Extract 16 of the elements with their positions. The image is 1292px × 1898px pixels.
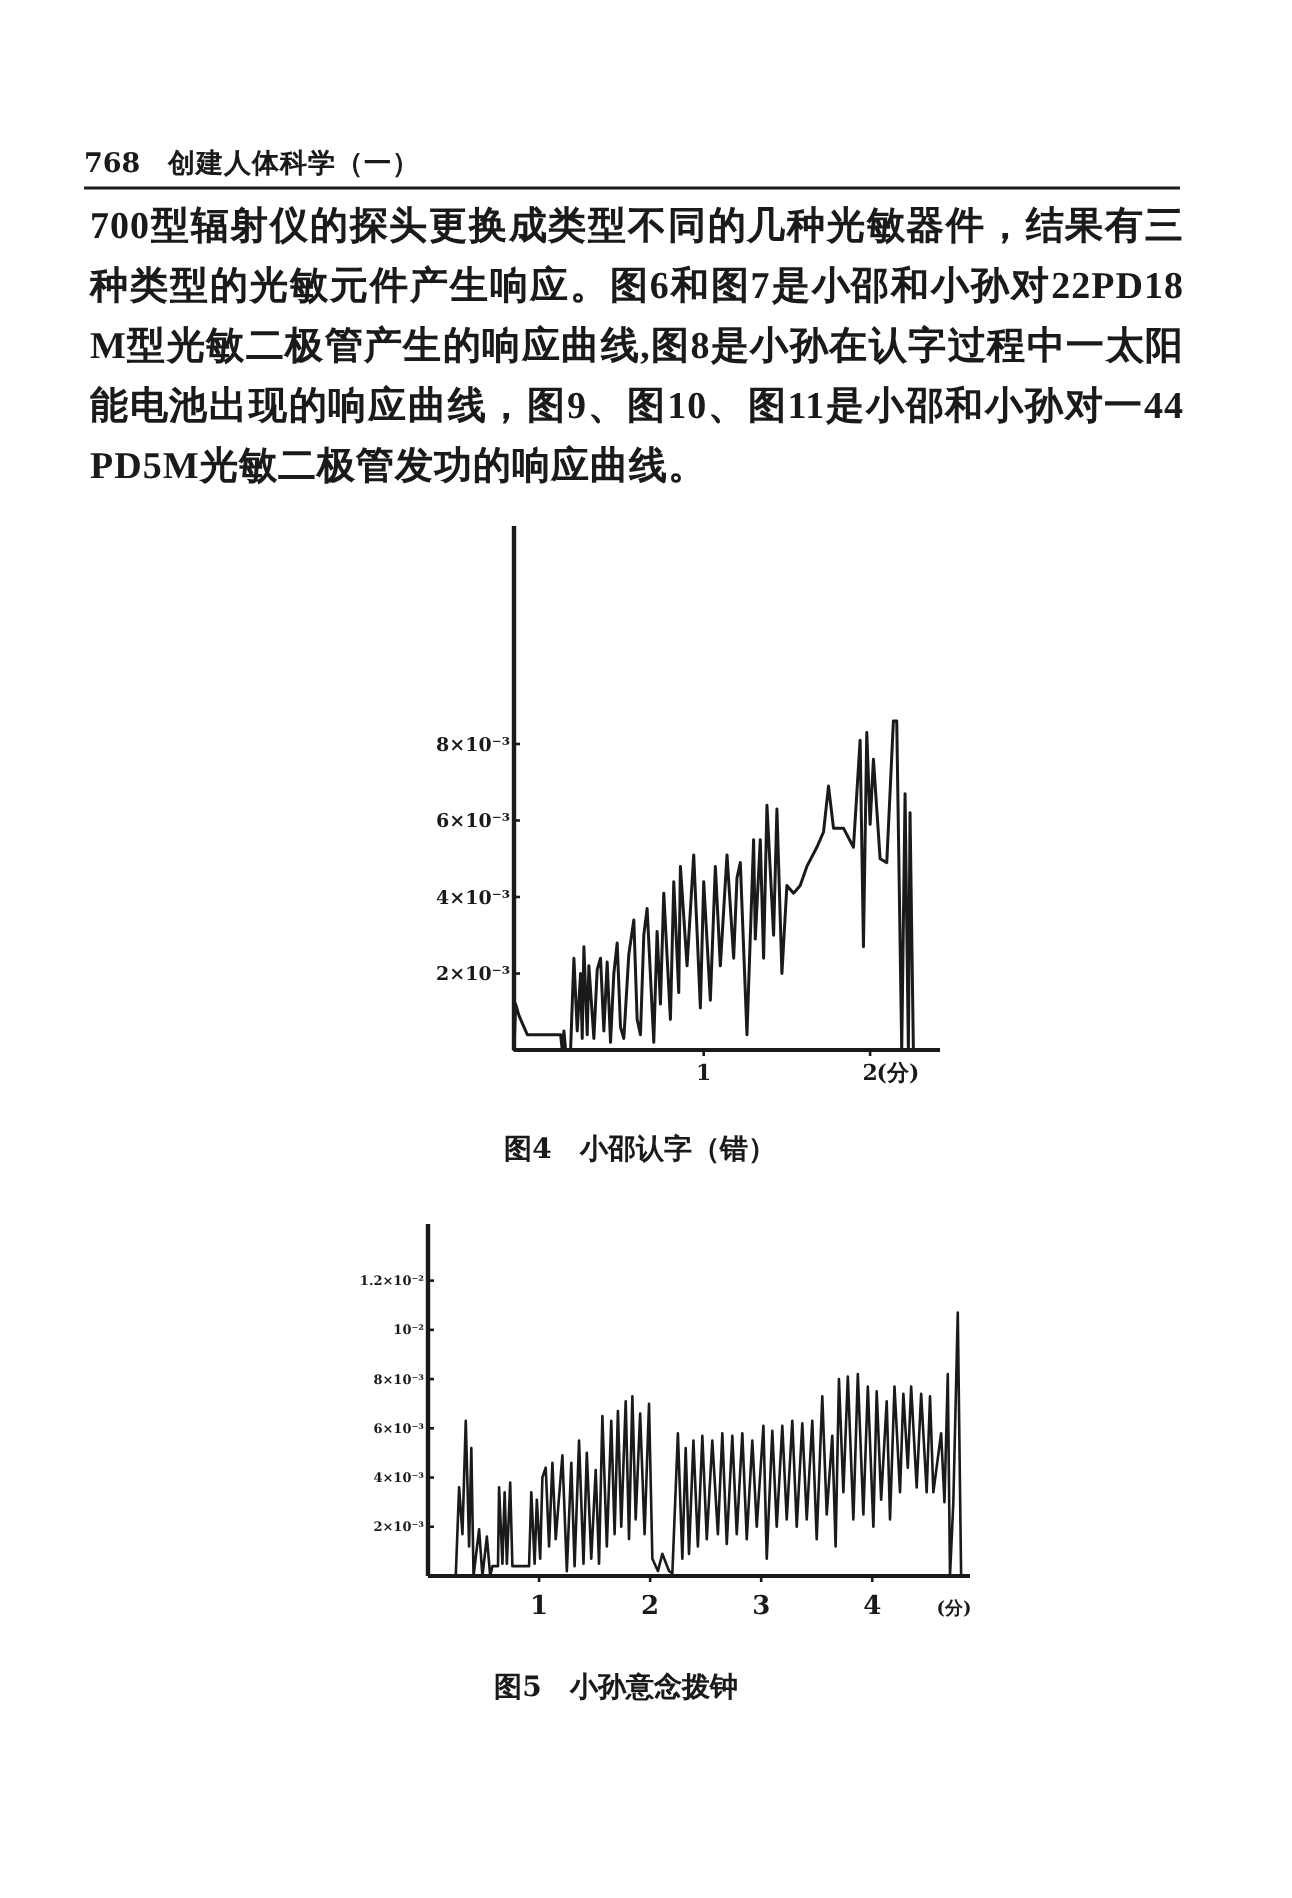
annotation: 700型辐射仪的探头更换成类型不同的几种光敏器件，结果有三种类型的光敏元件产生响应。图6和图7是小邵和小孙对22PD18M型光敏二极管产生的响应曲线,图8是小孙在认字过程中一太阳能电池出现的响应曲线，图9、图10、图11是小邵和小孙对一44PD5M光敏二极管发功的响应曲线。 [90, 204, 1184, 492]
y-tick-label: 8×10⁻³ [436, 734, 510, 757]
y-tick-label: 2×10⁻³ [436, 964, 510, 987]
x-tick-label: 4 [863, 1592, 882, 1622]
x-axis-title: (分) [936, 1600, 972, 1620]
x-axis-title: (分) [876, 1060, 920, 1086]
y-tick-label: 4×10⁻³ [436, 887, 510, 910]
x-tick-label: 2 [862, 1060, 878, 1086]
x-tick-label: 1 [696, 1060, 712, 1086]
chart-title: 图4 小邵认字（错） [504, 1134, 776, 1166]
y-tick-label: 6×10⁻³ [436, 811, 510, 834]
x-tick-label: 3 [752, 1592, 771, 1622]
chart-title: 图5 小孙意念拨钟 [494, 1672, 738, 1704]
x-tick-label: 1 [530, 1592, 549, 1622]
x-tick-label: 2 [641, 1592, 660, 1622]
page-header: 768 创建人体科学（一） [84, 148, 421, 180]
